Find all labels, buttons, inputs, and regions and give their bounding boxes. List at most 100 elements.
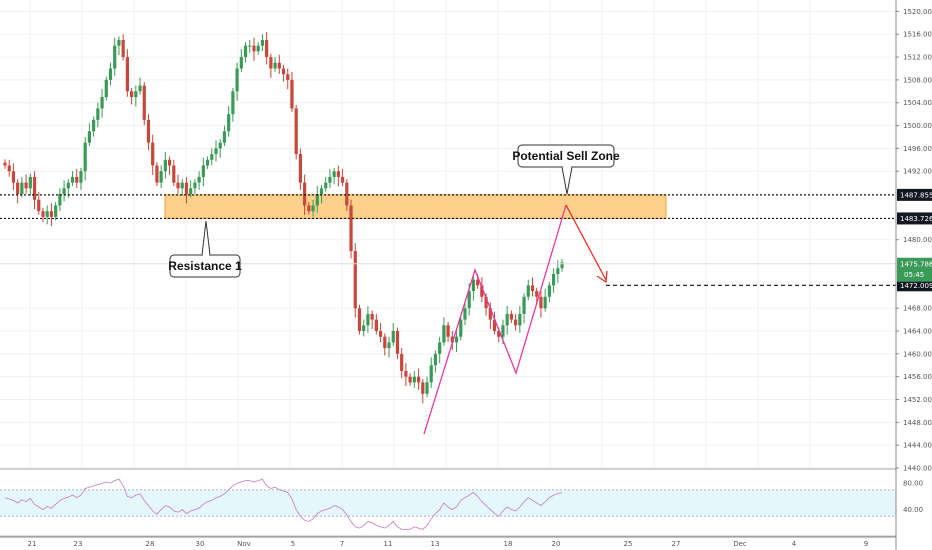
candle-body — [425, 382, 429, 394]
callouts: Potential Sell Zone Resistance 1 — [168, 144, 620, 278]
candlestick-series — [3, 31, 564, 404]
countdown-tag-text: 05:45 — [904, 271, 924, 279]
candle-body — [341, 176, 345, 183]
price-tick-label: 1456.000 — [903, 373, 932, 381]
candle-body — [387, 342, 391, 349]
candle-body — [108, 68, 113, 80]
candle-body — [518, 313, 522, 326]
candle-body — [336, 171, 340, 177]
candle-body — [58, 194, 62, 206]
candle-body — [269, 57, 273, 69]
candle-body — [357, 308, 362, 332]
candle-body — [49, 211, 54, 217]
price-tick-label: 1516.000 — [903, 31, 932, 39]
time-tick-label: Dec — [733, 540, 747, 548]
price-tick-label: 1500.000 — [903, 122, 932, 130]
candle-body — [471, 279, 476, 292]
candle-body — [172, 165, 176, 183]
price-levels — [0, 194, 896, 286]
candle-body — [408, 376, 412, 383]
candle-body — [535, 291, 539, 297]
resistance-label: Resistance 1 — [168, 259, 242, 273]
candle-body — [41, 211, 45, 217]
candle-body — [328, 176, 332, 183]
candle-body — [497, 331, 501, 337]
sell-zone-callout-pointer — [561, 166, 573, 195]
resistance-callout-pointer — [201, 220, 211, 256]
current-price-tag-box — [897, 257, 932, 282]
candle-body — [87, 131, 91, 143]
candle-body — [556, 268, 560, 274]
candle-body — [395, 331, 400, 354]
price-tick-label: 1464.000 — [903, 328, 932, 336]
candle-body — [11, 171, 16, 183]
current-price-tag-text: 1475.786 — [900, 260, 932, 268]
candle-body — [552, 273, 556, 286]
candle-body — [16, 182, 20, 195]
price-tick-label: 1452.000 — [903, 396, 932, 404]
candle-body — [7, 165, 11, 172]
candle-body — [501, 325, 505, 337]
candle-body — [104, 79, 108, 98]
resistance-lower-tag-box — [897, 212, 932, 225]
candle-body — [163, 159, 167, 172]
time-tick-label: 13 — [431, 540, 440, 548]
rsi-panel — [0, 468, 896, 537]
candle-body — [205, 159, 210, 166]
candle-body — [117, 39, 121, 46]
candle-body — [70, 176, 75, 183]
candle-body — [197, 176, 201, 183]
candle-body — [383, 336, 387, 349]
price-tick-label: 1480.000 — [903, 236, 932, 244]
candle-body — [459, 319, 463, 337]
candle-body — [54, 205, 58, 217]
price-tick-label: 1496.000 — [903, 145, 932, 153]
price-tick-label: 1460.000 — [903, 350, 932, 358]
price-tick-label: 1492.000 — [903, 168, 932, 176]
candle-body — [235, 68, 239, 92]
candle-body — [243, 45, 248, 58]
candle-body — [522, 296, 526, 314]
candle-body — [248, 45, 252, 47]
candle-body — [3, 162, 7, 166]
candle-body — [446, 325, 450, 337]
candle-body — [20, 182, 24, 195]
time-tick-label: 4 — [792, 540, 797, 548]
price-axis[interactable]: 1520.000 1516.000 1512.000 1508.000 1504.000… — [895, 0, 932, 550]
time-axis[interactable]: 21 23 28 30 Nov 5 7 11 13 18 20 25 27 Dec 4 9 — [0, 536, 896, 548]
candle-body — [45, 211, 49, 217]
candle-body — [252, 45, 256, 52]
candle-body — [96, 108, 100, 120]
candle-body — [560, 262, 564, 269]
sell-zone-group — [164, 194, 667, 219]
candle-body — [332, 171, 336, 177]
candle-body — [349, 205, 353, 252]
candle-body — [509, 313, 513, 320]
candle-body — [467, 291, 471, 309]
price-tick-label: 1508.000 — [903, 76, 932, 84]
candle-body — [294, 108, 298, 155]
candle-body — [155, 165, 159, 183]
candle-body — [214, 148, 218, 155]
candle-body — [32, 176, 37, 200]
price-tick-label: 1520.000 — [903, 8, 932, 16]
candle-body — [159, 171, 163, 183]
candle-body — [142, 85, 146, 120]
time-tick-label: 18 — [504, 540, 513, 548]
grid-lines — [0, 0, 896, 469]
resistance-upper-tag-text: 1487.855 — [900, 191, 932, 199]
candle-body — [75, 176, 79, 183]
sell-zone-callout[interactable]: Potential Sell Zone — [512, 144, 620, 195]
candle-body — [256, 45, 260, 52]
candle-body — [438, 342, 442, 354]
candle-body — [28, 176, 32, 189]
candle-body — [125, 57, 129, 92]
price-tick-label: 1444.000 — [903, 442, 932, 450]
resistance-callout[interactable]: Resistance 1 — [168, 220, 242, 278]
price-tick-label: 1504.000 — [903, 99, 932, 107]
candle-body — [315, 194, 319, 206]
time-tick-label: 27 — [672, 540, 681, 548]
candle-body — [526, 285, 530, 297]
candle-body — [433, 353, 438, 366]
